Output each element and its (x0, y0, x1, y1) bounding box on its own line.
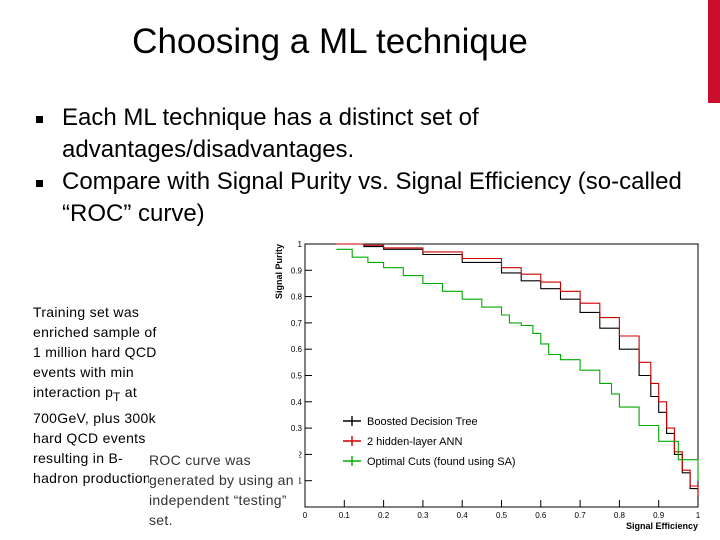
training-note: Training set was enriched sample of 1 mi… (33, 302, 158, 488)
x-tick-label: 0.2 (378, 511, 390, 520)
y-tick-label: 0.4 (291, 398, 303, 407)
plot-frame (304, 243, 699, 508)
bullet-text: Compare with Signal Purity vs. Signal Ef… (62, 168, 682, 227)
training-note-text-2: at 700GeV, plus 300k hard QCD events res… (33, 384, 156, 486)
x-tick-label: 1 (696, 511, 701, 520)
training-note-subscript: T (113, 390, 121, 404)
x-tick-label: 0.6 (535, 511, 547, 520)
x-tick-label: 0.1 (339, 511, 351, 520)
y-tick-label: 1 (298, 240, 303, 249)
x-tick-label: 0.8 (614, 511, 626, 520)
x-tick-label: 0.3 (417, 511, 429, 520)
x-tick-label: 0.5 (496, 511, 508, 520)
legend-label: 2 hidden-layer ANN (367, 436, 462, 448)
bullet-list: Each ML technique has a distinct set of … (36, 102, 720, 230)
x-tick-label: 0.9 (653, 511, 665, 520)
y-tick-label: 0.6 (291, 345, 303, 354)
accent-bar (708, 0, 720, 103)
slide-title: Choosing a ML technique (132, 22, 528, 61)
y-axis-label: Signal Purity (274, 244, 284, 299)
y-tick-label: 0.7 (291, 319, 303, 328)
legend-label: Boosted Decision Tree (367, 416, 478, 428)
bullet-item: Compare with Signal Purity vs. Signal Ef… (36, 166, 720, 230)
legend-label: Optimal Cuts (found using SA) (367, 456, 516, 468)
y-tick-label: 0.3 (291, 424, 303, 433)
y-tick-label: 0.9 (291, 266, 303, 275)
bullet-text: Each ML technique has a distinct set of … (62, 104, 479, 163)
bullet-icon (36, 180, 43, 187)
series-line (336, 248, 699, 481)
x-axis-label: Signal Efficiency (626, 521, 698, 531)
series-line (336, 243, 699, 497)
x-tick-label: 0.7 (575, 511, 587, 520)
x-tick-label: 0.4 (457, 511, 469, 520)
bullet-icon (36, 116, 43, 123)
bullet-item: Each ML technique has a distinct set of … (36, 102, 720, 166)
roc-chart: 00.10.20.30.40.50.60.70.80.910.10.20.30.… (274, 240, 701, 531)
roc-note: ROC curve was generated by using an inde… (149, 450, 299, 530)
training-note-text: Training set was enriched sample of 1 mi… (33, 304, 157, 400)
x-tick-label: 0 (303, 511, 308, 520)
y-tick-label: 0.5 (291, 372, 303, 381)
y-tick-label: 0.8 (291, 293, 303, 302)
